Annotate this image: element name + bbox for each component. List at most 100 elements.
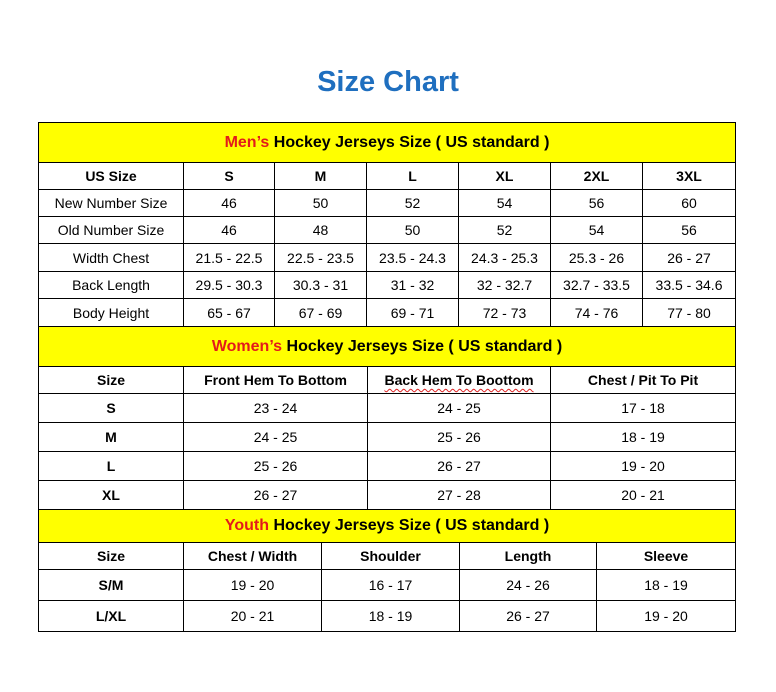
row-label: S/M bbox=[38, 569, 184, 601]
men-size-table: Men’s Hockey Jerseys Size ( US standard … bbox=[37, 122, 737, 327]
table-cell: 23 - 24 bbox=[183, 393, 368, 423]
size-chart: Men’s Hockey Jerseys Size ( US standard … bbox=[37, 122, 737, 632]
table-cell: 69 - 71 bbox=[366, 298, 459, 327]
table-row: Width Chest 21.5 - 22.5 22.5 - 23.5 23.5 - … bbox=[38, 243, 737, 272]
youth-column-header: Shoulder bbox=[321, 542, 460, 570]
youth-section-heading: Youth Hockey Jerseys Size ( US standard … bbox=[37, 509, 737, 543]
women-column-header: Chest / Pit To Pit bbox=[549, 366, 737, 394]
women-header-row: Size Front Hem To Bottom Back Hem To Boott… bbox=[38, 366, 737, 394]
youth-heading-text: Hockey Jerseys Size ( US standard ) bbox=[269, 517, 550, 534]
table-cell: 20 - 21 bbox=[549, 480, 737, 510]
men-heading-accent: Men’s bbox=[224, 133, 270, 151]
table-cell: 67 - 69 bbox=[274, 298, 367, 327]
table-row: XL 26 - 27 27 - 28 20 - 21 bbox=[38, 480, 737, 510]
table-cell: 24 - 25 bbox=[183, 422, 368, 452]
table-row: Back Length 29.5 - 30.3 30.3 - 31 31 - 32 32… bbox=[38, 271, 737, 299]
table-row: L/XL 20 - 21 18 - 19 26 - 27 19 - 20 bbox=[38, 600, 737, 632]
women-section-heading: Women’s Hockey Jerseys Size ( US standar… bbox=[37, 326, 737, 367]
youth-column-header: Sleeve bbox=[595, 542, 737, 570]
table-cell: 23.5 - 24.3 bbox=[366, 243, 459, 272]
table-cell: 18 - 19 bbox=[595, 569, 737, 601]
men-column-header: 2XL bbox=[550, 162, 643, 190]
table-cell: 18 - 19 bbox=[549, 422, 737, 452]
women-column-header: Front Hem To Bottom bbox=[183, 366, 368, 394]
table-cell: 25 - 26 bbox=[367, 422, 551, 452]
table-cell: 65 - 67 bbox=[183, 298, 275, 327]
table-cell: 18 - 19 bbox=[321, 600, 460, 632]
table-row: M 24 - 25 25 - 26 18 - 19 bbox=[38, 422, 737, 452]
table-row: Body Height 65 - 67 67 - 69 69 - 71 72 - 73 7… bbox=[38, 298, 737, 327]
table-cell: 48 bbox=[274, 216, 367, 244]
row-label: XL bbox=[38, 480, 184, 510]
header-text: Back Hem To Boottom bbox=[384, 372, 534, 388]
table-cell: 27 - 28 bbox=[367, 480, 551, 510]
table-cell: 32.7 - 33.5 bbox=[550, 271, 643, 299]
table-cell: 19 - 20 bbox=[595, 600, 737, 632]
table-cell: 32 - 32.7 bbox=[458, 271, 551, 299]
table-cell: 26 - 27 bbox=[183, 480, 368, 510]
row-label: Back Length bbox=[38, 271, 184, 299]
table-cell: 74 - 76 bbox=[550, 298, 643, 327]
men-column-header: 3XL bbox=[641, 162, 737, 190]
women-heading-accent: Women’s bbox=[211, 337, 283, 355]
table-cell: 72 - 73 bbox=[458, 298, 551, 327]
table-cell: 25.3 - 26 bbox=[550, 243, 643, 272]
row-label: Width Chest bbox=[38, 243, 184, 272]
table-cell: 17 - 18 bbox=[549, 393, 737, 423]
table-cell: 33.5 - 34.6 bbox=[641, 271, 737, 299]
youth-heading-accent: Youth bbox=[224, 517, 270, 534]
table-cell: 54 bbox=[550, 216, 643, 244]
table-cell: 52 bbox=[458, 216, 551, 244]
table-cell: 19 - 20 bbox=[549, 451, 737, 481]
row-label: S bbox=[38, 393, 184, 423]
men-column-header: US Size bbox=[38, 162, 184, 190]
table-cell: 50 bbox=[366, 216, 459, 244]
youth-column-header: Chest / Width bbox=[183, 542, 322, 570]
table-cell: 19 - 20 bbox=[183, 569, 322, 601]
table-row: S/M 19 - 20 16 - 17 24 - 26 18 - 19 bbox=[38, 569, 737, 601]
table-cell: 30.3 - 31 bbox=[274, 271, 367, 299]
page-title: Size Chart bbox=[317, 66, 459, 98]
table-cell: 54 bbox=[458, 189, 551, 217]
table-cell: 60 bbox=[641, 189, 737, 217]
table-cell: 77 - 80 bbox=[641, 298, 737, 327]
table-cell: 31 - 32 bbox=[366, 271, 459, 299]
youth-column-header: Size bbox=[38, 542, 184, 570]
table-cell: 25 - 26 bbox=[183, 451, 368, 481]
table-cell: 22.5 - 23.5 bbox=[274, 243, 367, 272]
women-heading-text: Hockey Jerseys Size ( US standard ) bbox=[282, 337, 563, 355]
row-label: M bbox=[38, 422, 184, 452]
table-cell: 16 - 17 bbox=[321, 569, 460, 601]
youth-header-row: Size Chest / Width Shoulder Length Sleeve bbox=[38, 542, 737, 570]
women-column-header: Size bbox=[38, 366, 184, 394]
table-cell: 26 - 27 bbox=[641, 243, 737, 272]
row-label: New Number Size bbox=[38, 189, 184, 217]
row-label: L bbox=[38, 451, 184, 481]
table-cell: 52 bbox=[366, 189, 459, 217]
table-cell: 24 - 26 bbox=[459, 569, 597, 601]
men-column-header: S bbox=[183, 162, 275, 190]
row-label: Old Number Size bbox=[38, 216, 184, 244]
table-cell: 46 bbox=[183, 189, 275, 217]
table-row: Old Number Size 46 48 50 52 54 56 bbox=[38, 216, 737, 244]
table-cell: 46 bbox=[183, 216, 275, 244]
men-heading-text: Hockey Jerseys Size ( US standard ) bbox=[269, 133, 550, 151]
table-cell: 24 - 25 bbox=[367, 393, 551, 423]
men-column-header: XL bbox=[458, 162, 551, 190]
table-cell: 56 bbox=[641, 216, 737, 244]
men-section-heading: Men’s Hockey Jerseys Size ( US standard … bbox=[37, 122, 737, 163]
youth-column-header: Length bbox=[459, 542, 597, 570]
table-cell: 20 - 21 bbox=[183, 600, 322, 632]
table-cell: 50 bbox=[274, 189, 367, 217]
table-row: S 23 - 24 24 - 25 17 - 18 bbox=[38, 393, 737, 423]
table-cell: 24.3 - 25.3 bbox=[458, 243, 551, 272]
men-header-row: US Size S M L XL 2XL 3XL bbox=[38, 162, 737, 190]
table-cell: 26 - 27 bbox=[367, 451, 551, 481]
table-row: New Number Size 46 50 52 54 56 60 bbox=[38, 189, 737, 217]
women-column-header: Back Hem To Boottom bbox=[367, 366, 551, 394]
youth-size-table: Youth Hockey Jerseys Size ( US standard … bbox=[37, 509, 737, 632]
table-cell: 29.5 - 30.3 bbox=[183, 271, 275, 299]
table-cell: 21.5 - 22.5 bbox=[183, 243, 275, 272]
table-cell: 56 bbox=[550, 189, 643, 217]
row-label: Body Height bbox=[38, 298, 184, 327]
